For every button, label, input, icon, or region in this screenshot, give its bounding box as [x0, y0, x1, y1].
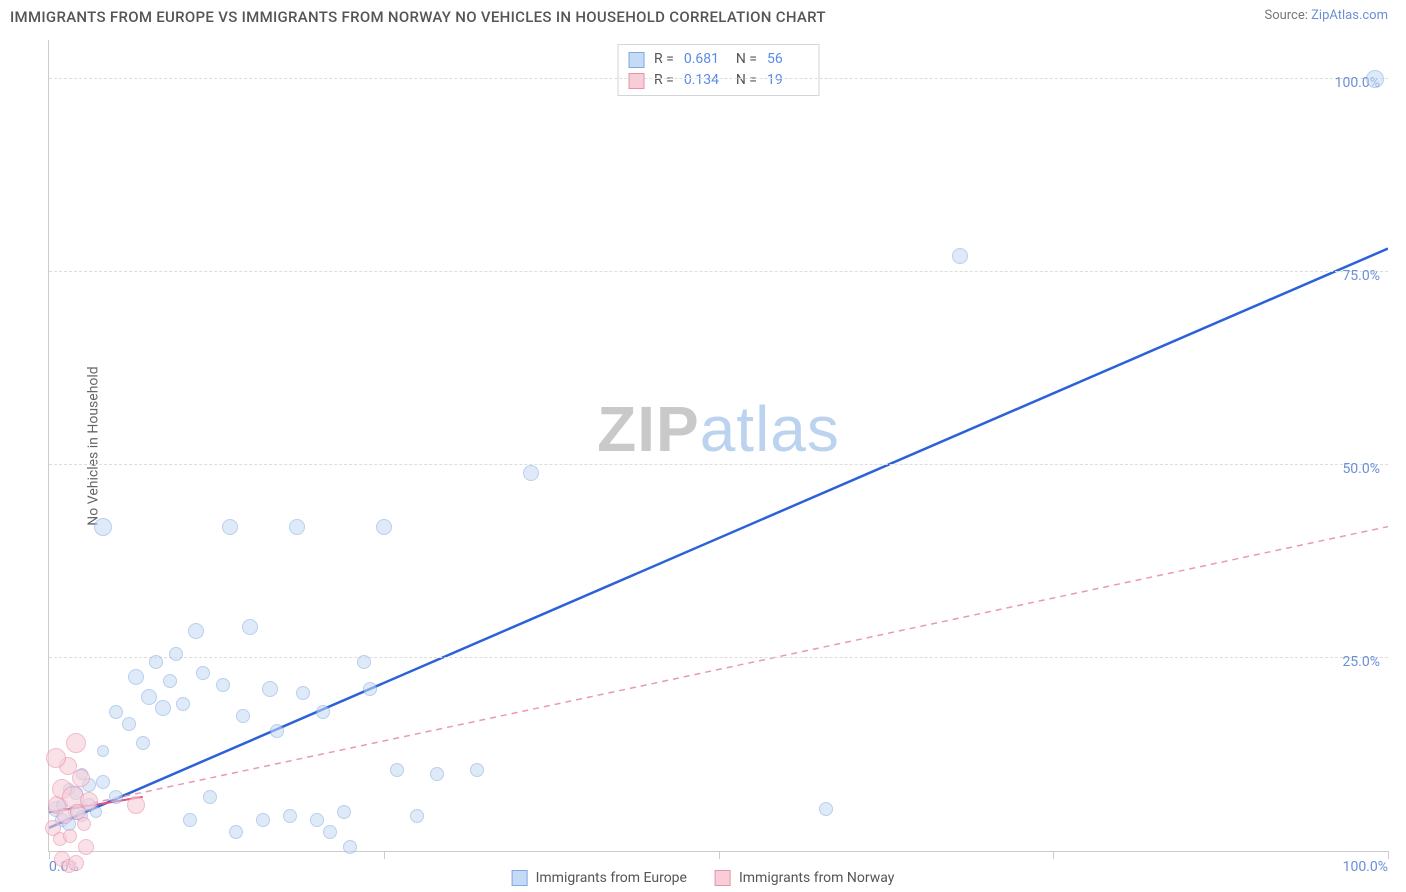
data-point: [68, 855, 84, 871]
data-point: [430, 767, 444, 781]
stats-row: R = 0.681 N = 56: [628, 49, 809, 70]
gridline: [49, 464, 1388, 465]
series-swatch: [628, 73, 644, 89]
trend-line: [49, 249, 1388, 828]
data-point: [169, 647, 183, 661]
data-point: [127, 796, 145, 814]
data-point: [376, 519, 392, 535]
stat-r-value: 0.681: [684, 49, 726, 70]
legend-label: Immigrants from Europe: [536, 870, 687, 886]
data-point: [97, 745, 109, 757]
data-point: [141, 689, 157, 705]
legend-swatch: [512, 870, 528, 886]
data-point: [337, 805, 351, 819]
data-point: [46, 748, 66, 768]
data-point: [80, 792, 98, 810]
data-point: [283, 809, 297, 823]
x-tick: [1388, 851, 1389, 859]
data-point: [523, 465, 539, 481]
stat-n-value: 56: [767, 49, 809, 70]
series-swatch: [628, 52, 644, 68]
stat-r-value: 0.134: [684, 70, 726, 91]
data-point: [819, 802, 833, 816]
scatter-plot: ZIPatlas R = 0.681 N = 56 R = 0.134 N = 19 25.0…: [48, 40, 1388, 852]
data-point: [109, 790, 123, 804]
y-tick-label: 25.0%: [1342, 654, 1380, 670]
chart-title: IMMIGRANTS FROM EUROPE VS IMMIGRANTS FRO…: [10, 8, 826, 26]
legend-label: Immigrants from Norway: [739, 870, 894, 886]
data-point: [122, 717, 136, 731]
gridline: [49, 78, 1388, 79]
data-point: [363, 682, 377, 696]
data-point: [323, 825, 337, 839]
data-point: [149, 655, 163, 669]
watermark: ZIPatlas: [597, 392, 840, 466]
stat-r-label: R =: [654, 49, 674, 70]
stats-row: R = 0.134 N = 19: [628, 70, 809, 91]
data-point: [176, 697, 190, 711]
stat-r-label: R =: [654, 70, 674, 91]
x-tick: [384, 851, 385, 859]
x-tick: [719, 851, 720, 859]
data-point: [78, 839, 94, 855]
data-point: [296, 686, 310, 700]
data-point: [96, 775, 110, 789]
data-point: [216, 678, 230, 692]
data-point: [72, 769, 90, 787]
data-point: [128, 669, 144, 685]
data-point: [63, 829, 77, 843]
stat-n-label: N =: [736, 70, 757, 91]
y-tick-label: 75.0%: [1342, 268, 1380, 284]
data-point: [952, 248, 968, 264]
data-point: [316, 705, 330, 719]
data-point: [163, 674, 177, 688]
stat-n-value: 19: [767, 70, 809, 91]
data-point: [390, 763, 404, 777]
legend-item: Immigrants from Norway: [715, 870, 894, 886]
data-point: [256, 813, 270, 827]
data-point: [236, 709, 250, 723]
stats-legend: R = 0.681 N = 56 R = 0.134 N = 19: [617, 44, 820, 96]
data-point: [262, 681, 278, 697]
source-label: Source: ZipAtlas.com: [1264, 8, 1388, 23]
data-point: [77, 817, 91, 831]
data-point: [343, 840, 357, 854]
gridline: [49, 657, 1388, 658]
legend-item: Immigrants from Europe: [512, 870, 687, 886]
data-point: [410, 809, 424, 823]
data-point: [183, 813, 197, 827]
data-point: [203, 790, 217, 804]
data-point: [1366, 70, 1384, 88]
x-tick: [1053, 851, 1054, 859]
x-tick: [49, 851, 50, 859]
series-legend: Immigrants from Europe Immigrants from No…: [512, 870, 895, 886]
source-link[interactable]: ZipAtlas.com: [1311, 8, 1388, 23]
trend-line: [49, 527, 1388, 813]
data-point: [289, 519, 305, 535]
stat-n-label: N =: [736, 49, 757, 70]
data-point: [229, 825, 243, 839]
data-point: [109, 705, 123, 719]
y-tick-label: 50.0%: [1342, 461, 1380, 477]
data-point: [357, 655, 371, 669]
data-point: [155, 700, 171, 716]
x-tick-label: 100.0%: [1343, 859, 1388, 875]
legend-swatch: [715, 870, 731, 886]
data-point: [196, 666, 210, 680]
data-point: [222, 519, 238, 535]
data-point: [270, 724, 284, 738]
data-point: [470, 763, 484, 777]
data-point: [66, 733, 86, 753]
data-point: [94, 518, 112, 536]
data-point: [242, 619, 258, 635]
data-point: [310, 813, 324, 827]
data-point: [188, 623, 204, 639]
data-point: [136, 736, 150, 750]
gridline: [49, 271, 1388, 272]
